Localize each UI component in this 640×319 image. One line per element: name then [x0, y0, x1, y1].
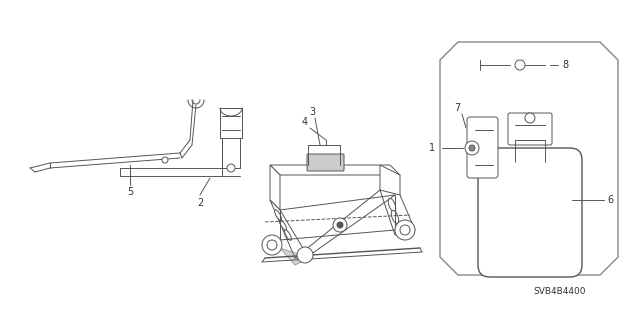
Ellipse shape — [391, 210, 399, 224]
Circle shape — [515, 60, 525, 70]
Circle shape — [400, 225, 410, 235]
Text: 8: 8 — [562, 60, 568, 70]
Circle shape — [333, 218, 347, 232]
Text: 2: 2 — [197, 198, 203, 208]
FancyBboxPatch shape — [478, 148, 582, 277]
Polygon shape — [440, 42, 618, 275]
FancyBboxPatch shape — [467, 117, 498, 178]
Polygon shape — [270, 200, 310, 260]
Text: 1: 1 — [429, 143, 435, 153]
Ellipse shape — [388, 198, 396, 212]
Circle shape — [162, 157, 168, 163]
Circle shape — [337, 222, 343, 228]
Circle shape — [469, 145, 475, 151]
Circle shape — [465, 141, 479, 155]
Circle shape — [525, 113, 535, 123]
Ellipse shape — [275, 210, 282, 220]
Polygon shape — [280, 248, 310, 265]
FancyBboxPatch shape — [508, 113, 552, 145]
Polygon shape — [270, 165, 280, 210]
Circle shape — [267, 240, 277, 250]
Text: 6: 6 — [607, 195, 613, 205]
Polygon shape — [270, 165, 400, 175]
Text: SVB4B4400: SVB4B4400 — [534, 287, 586, 296]
Polygon shape — [380, 165, 400, 200]
Text: 7: 7 — [454, 103, 460, 113]
Polygon shape — [380, 190, 415, 235]
Circle shape — [395, 220, 415, 240]
Circle shape — [227, 164, 235, 172]
Circle shape — [262, 235, 282, 255]
Ellipse shape — [285, 230, 291, 240]
Text: 4: 4 — [302, 117, 308, 127]
Ellipse shape — [280, 220, 287, 230]
FancyBboxPatch shape — [307, 154, 344, 171]
Text: 3: 3 — [309, 107, 315, 117]
Circle shape — [297, 247, 313, 263]
Text: 5: 5 — [127, 187, 133, 197]
